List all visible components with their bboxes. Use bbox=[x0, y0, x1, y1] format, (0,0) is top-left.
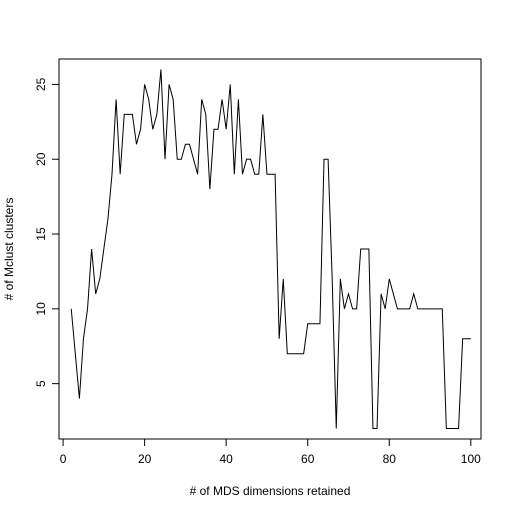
y-tick-label: 15 bbox=[34, 227, 48, 241]
series-line bbox=[70, 69, 471, 430]
x-tick-label: 40 bbox=[219, 452, 233, 466]
x-axis-title: # of MDS dimensions retained bbox=[190, 484, 351, 498]
y-axis-title: # of Mclust clusters bbox=[2, 198, 16, 301]
y-tick-label: 25 bbox=[34, 77, 48, 91]
x-axis: 0 20 40 60 80 100 bbox=[60, 438, 481, 466]
y-tick-label: 5 bbox=[34, 380, 48, 387]
x-tick-label: 100 bbox=[461, 452, 481, 466]
x-tick-label: 0 bbox=[60, 452, 67, 466]
y-axis: 5 10 15 20 25 bbox=[34, 77, 60, 387]
y-tick-label: 20 bbox=[34, 152, 48, 166]
x-tick-label: 20 bbox=[138, 452, 152, 466]
x-tick-label: 80 bbox=[383, 452, 397, 466]
y-tick-label: 10 bbox=[34, 302, 48, 316]
x-tick-label: 60 bbox=[301, 452, 315, 466]
